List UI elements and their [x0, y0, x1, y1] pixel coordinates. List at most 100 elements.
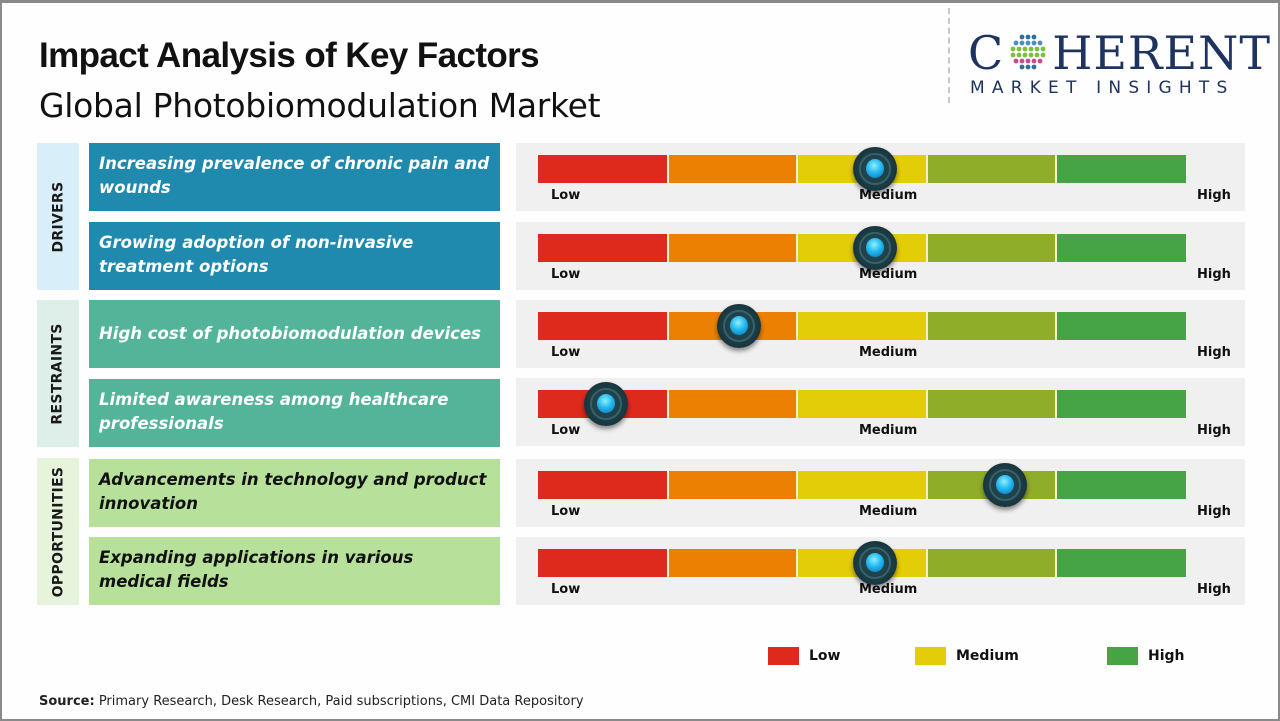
logo-divider [948, 8, 950, 103]
gauge-segment-divider [796, 312, 799, 340]
gauge-segment [1056, 471, 1186, 499]
globe-dot [1037, 58, 1043, 64]
impact-indicator-knob [584, 382, 629, 426]
gauge-segment [667, 471, 798, 499]
gauge-segment-divider [796, 234, 799, 262]
globe-dot [1010, 46, 1016, 52]
globe-dot [1022, 52, 1028, 58]
globe-dot [1025, 34, 1031, 40]
gauge-segment [538, 471, 668, 499]
gauge-segment-divider [1055, 312, 1058, 340]
legend-swatch-low [768, 647, 799, 665]
gauge-segment [926, 549, 1057, 577]
source-text: Primary Research, Desk Research, Paid su… [94, 694, 584, 709]
gauge-segment-divider [925, 155, 928, 183]
globe-dot [1019, 58, 1025, 64]
globe-dot [1040, 46, 1046, 52]
gauge-low-label: Low [551, 504, 581, 519]
source-note: Source: Primary Research, Desk Research,… [39, 694, 584, 709]
factor-text: Advancements in technology and product i… [99, 470, 487, 513]
gauge-segment-divider [796, 390, 799, 418]
category-drivers: DRIVERS [37, 143, 79, 290]
gauge-medium-label: Medium [859, 582, 918, 597]
gauge-high-label: High [1197, 423, 1231, 438]
factor-box: Growing adoption of non-invasive treatme… [89, 222, 500, 290]
gauge-segment [667, 549, 798, 577]
factor-text: High cost of photobiomodulation devices [99, 324, 481, 343]
gauge-segment-divider [666, 234, 669, 262]
legend-item-medium: Medium [915, 647, 1019, 665]
category-label: DRIVERS [50, 181, 67, 252]
gauge-segment [797, 312, 927, 340]
gauge-low-label: Low [551, 582, 581, 597]
gauge-segment [538, 549, 668, 577]
impact-gauge: Low Medium High [516, 300, 1245, 368]
gauge-low-label: Low [551, 267, 581, 282]
legend-swatch-high [1107, 647, 1138, 665]
gauge-segment-divider [666, 155, 669, 183]
globe-dot [1031, 64, 1037, 70]
globe-dot [1031, 40, 1037, 46]
gauge-segment-divider [666, 390, 669, 418]
gauge-medium-label: Medium [859, 345, 918, 360]
globe-dot [1016, 46, 1022, 52]
gauge-segment [667, 390, 798, 418]
gauge-low-label: Low [551, 423, 581, 438]
gauge-segment [926, 312, 1057, 340]
impact-gauge: Low Medium High [516, 537, 1245, 605]
gauge-segment-divider [796, 155, 799, 183]
factor-box: Expanding applications in various medica… [89, 537, 500, 605]
gauge-segment-divider [666, 312, 669, 340]
gauge-high-label: High [1197, 267, 1231, 282]
page-title: Impact Analysis of Key Factors [39, 36, 540, 75]
globe-dot [1028, 46, 1034, 52]
globe-dot [1025, 40, 1031, 46]
gauge-segment-divider [925, 312, 928, 340]
gauge-segment [926, 155, 1057, 183]
gauge-medium-label: Medium [859, 188, 918, 203]
impact-indicator-knob [716, 304, 761, 348]
category-opportunities: OPPORTUNITIES [37, 458, 79, 605]
gauge-segment [1056, 549, 1186, 577]
gauge-segment-divider [796, 549, 799, 577]
gauge-segment [538, 312, 668, 340]
legend-label: High [1148, 648, 1185, 664]
globe-dot [1034, 52, 1040, 58]
impact-indicator-knob [852, 541, 897, 585]
globe-dot [1010, 52, 1016, 58]
gauge-segment [1056, 390, 1186, 418]
source-label: Source: [39, 694, 95, 709]
impact-indicator-knob [852, 226, 897, 270]
factor-text: Limited awareness among healthcare profe… [99, 390, 449, 433]
globe-dot [1019, 64, 1025, 70]
page-subtitle: Global Photobiomodulation Market [39, 86, 601, 125]
gauge-segment [797, 471, 927, 499]
gauge-segment-divider [1055, 471, 1058, 499]
globe-dot [1025, 58, 1031, 64]
gauge-segment-divider [925, 471, 928, 499]
globe-dot [1037, 40, 1043, 46]
gauge-segment [667, 155, 798, 183]
impact-indicator-knob [982, 463, 1027, 507]
gauge-segment [667, 234, 798, 262]
logo-wordmark: C HERENT [968, 28, 1271, 78]
gauge-segment-divider [1055, 549, 1058, 577]
globe-dot [1025, 64, 1031, 70]
gauge-high-label: High [1197, 345, 1231, 360]
gauge-medium-label: Medium [859, 267, 918, 282]
legend-swatch-medium [915, 647, 946, 665]
gauge-medium-label: Medium [859, 423, 918, 438]
globe-dot [1031, 58, 1037, 64]
gauge-segment [926, 390, 1057, 418]
impact-indicator-knob [852, 147, 897, 191]
legend-label: Medium [956, 648, 1019, 664]
gauge-high-label: High [1197, 504, 1231, 519]
globe-dot [1022, 46, 1028, 52]
globe-dot [1016, 52, 1022, 58]
gauge-segment [538, 234, 668, 262]
gauge-segment-divider [925, 390, 928, 418]
globe-dot [1013, 58, 1019, 64]
company-logo: C HERENT MARKET INSIGHTS [968, 28, 1270, 98]
impact-gauge: Low Medium High [516, 459, 1245, 527]
logo-tagline: MARKET INSIGHTS [970, 78, 1235, 98]
